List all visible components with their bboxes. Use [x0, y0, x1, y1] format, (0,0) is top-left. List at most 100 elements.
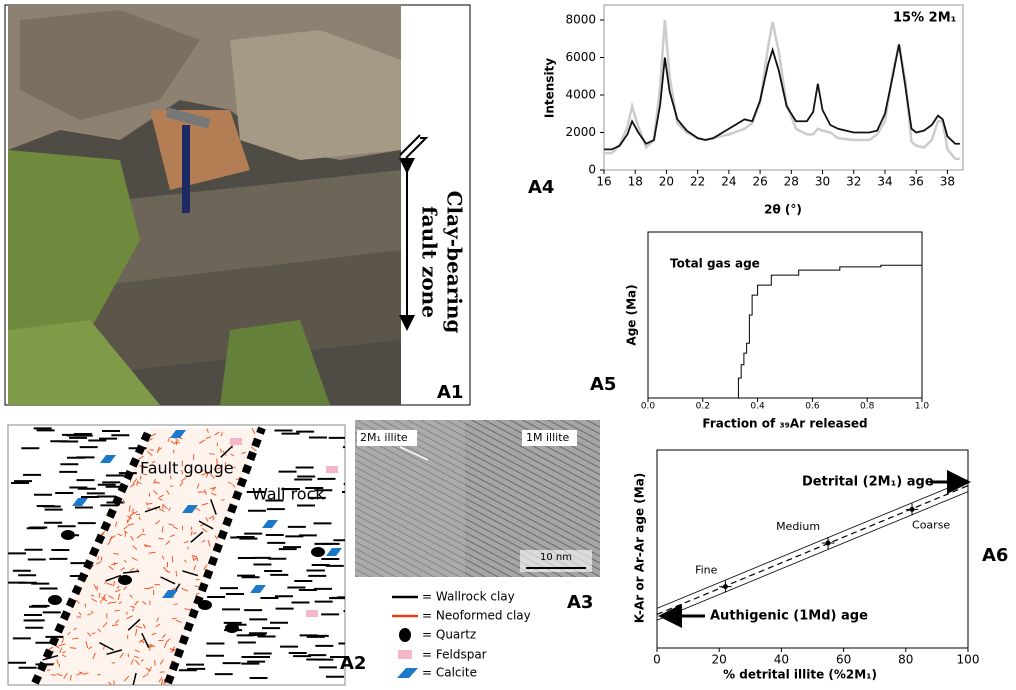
- neoformed-clay: [173, 603, 179, 606]
- tem-shade: [355, 420, 465, 577]
- neoformed-clay: [200, 468, 204, 472]
- x-tick-label: 18: [628, 175, 643, 189]
- neoformed-clay: [129, 483, 135, 488]
- neoformed-clay: [127, 523, 134, 526]
- legend-label: = Calcite: [422, 666, 477, 680]
- neoformed-clay: [251, 446, 257, 452]
- legend-label: = Wallrock clay: [422, 590, 515, 604]
- neoformed-clay: [100, 530, 106, 536]
- neoformed-clay: [139, 639, 145, 644]
- neoformed-clay: [150, 433, 157, 437]
- neoformed-clay: [98, 592, 101, 598]
- neoformed-clay: [106, 582, 113, 586]
- neoformed-clay: [141, 533, 146, 536]
- neoformed-clay: [130, 659, 134, 665]
- y-axis-title: K-Ar or Ar-Ar age (Ma): [633, 473, 647, 624]
- neoformed-clay: [213, 467, 221, 470]
- y-tick-label: 2000: [565, 125, 596, 139]
- neoformed-clay: [76, 672, 83, 676]
- neoformed-clay: [158, 508, 165, 512]
- neoformed-clay: [82, 672, 89, 675]
- x-tick-label: 26: [752, 175, 767, 189]
- neoformed-clay: [154, 659, 156, 666]
- y-tick-label: 4000: [565, 88, 596, 102]
- neoformed-clay: [102, 594, 107, 599]
- neoformed-clay: [115, 521, 118, 527]
- neoformed-clay: [118, 601, 123, 604]
- neoformed-clay: [166, 490, 170, 495]
- neoformed-clay: [201, 527, 208, 533]
- neoformed-clay: [205, 517, 209, 522]
- neoformed-clay: [171, 648, 175, 653]
- panel-label: A6: [982, 545, 1008, 566]
- neoformed-clay: [161, 555, 165, 560]
- x-tick-label: 38: [940, 175, 955, 189]
- neoformed-clay: [193, 564, 197, 571]
- neoformed-clay: [123, 525, 128, 530]
- calcite: [170, 430, 186, 438]
- x-tick-label: 0: [653, 653, 661, 667]
- neoformed-clay: [127, 653, 130, 657]
- panel-label: A1: [437, 382, 463, 403]
- neoformed-clay: [174, 441, 180, 444]
- legend-swatch: [399, 628, 411, 642]
- sample-point: [909, 506, 915, 512]
- neoformed-clay: [167, 437, 171, 442]
- neoformed-clay: [147, 502, 153, 505]
- y-axis-title: Age (Ma): [625, 284, 639, 345]
- neoformed-clay: [102, 621, 108, 628]
- neoformed-clay: [181, 470, 184, 475]
- neoformed-clay: [67, 631, 71, 636]
- neoformed-clay: [142, 623, 146, 629]
- neoformed-clay: [91, 598, 98, 602]
- neoformed-clay: [171, 646, 176, 651]
- neoformed-clay: [201, 502, 209, 506]
- neoformed-clay: [192, 532, 197, 535]
- neoformed-clay: [133, 511, 138, 515]
- panel-label: A3: [567, 592, 593, 613]
- neoformed-clay: [130, 605, 136, 609]
- neoformed-clay: [138, 516, 141, 521]
- neoformed-clay: [72, 637, 79, 640]
- neoformed-clay: [212, 516, 215, 521]
- neoformed-clay: [142, 601, 147, 605]
- neoformed-clay: [220, 448, 222, 453]
- y-tick-label: 0: [588, 163, 596, 177]
- neoformed-clay: [232, 484, 236, 488]
- neoformed-clay: [123, 675, 130, 682]
- wallrock-clay: [141, 632, 150, 649]
- neoformed-clay: [131, 557, 138, 561]
- legend-label: = Neoformed clay: [422, 609, 531, 623]
- neoformed-clay: [120, 567, 125, 571]
- neoformed-clay: [126, 615, 133, 620]
- neoformed-clay: [193, 556, 198, 561]
- neoformed-clay: [91, 632, 96, 635]
- neoformed-clay: [90, 610, 94, 614]
- neoformed-clay: [145, 667, 152, 672]
- scale-box: [520, 550, 592, 572]
- neoformed-clay: [230, 453, 235, 457]
- neoformed-clay: [181, 587, 189, 592]
- neoformed-clay: [134, 628, 138, 636]
- wallrock-clay: [106, 649, 123, 656]
- neoformed-clay: [207, 539, 211, 547]
- neoformed-clay: [165, 540, 171, 545]
- neoformed-clay: [169, 475, 172, 480]
- neoformed-clay: [155, 520, 161, 525]
- neoformed-clay: [104, 580, 107, 585]
- neoformed-clay: [169, 647, 174, 651]
- neoformed-clay: [148, 644, 152, 651]
- neoformed-clay: [159, 659, 164, 665]
- neoformed-clay: [112, 580, 116, 587]
- wall-rock-label: Wall rock: [252, 485, 325, 504]
- neoformed-clay: [135, 660, 140, 666]
- quartz: [225, 623, 239, 633]
- neoformed-clay: [56, 659, 59, 665]
- neoformed-clay: [146, 501, 148, 506]
- annotation: Total gas age: [670, 257, 760, 271]
- neoformed-clay: [138, 638, 145, 644]
- neoformed-clay: [108, 565, 114, 571]
- neoformed-clay: [147, 450, 153, 457]
- envelope-line: [656, 491, 969, 621]
- neoformed-clay: [195, 592, 200, 595]
